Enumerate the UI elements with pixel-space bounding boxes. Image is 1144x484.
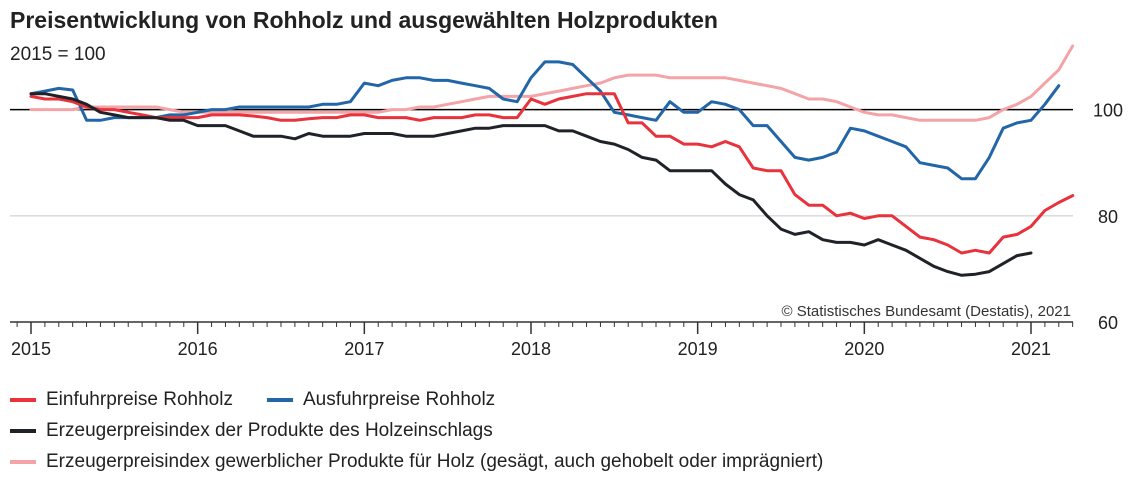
legend: Einfuhrpreise Rohholz Ausfuhrpreise Rohh… (10, 384, 857, 477)
x-tick-label: 2020 (844, 339, 884, 359)
series-line-ausfuhr (29, 60, 1061, 181)
source-note: © Statistisches Bundesamt (Destatis), 20… (781, 303, 1071, 320)
x-axis: 2015 2016 2017 2018 2019 2020 2021 (10, 321, 1074, 359)
legend-label-holz: Erzeugerpreisindex gewerblicher Produkte… (46, 450, 824, 472)
x-tick-label: 2019 (678, 339, 718, 359)
y-tick-label: 100 (1093, 101, 1123, 121)
line-chart: 2015 2016 2017 2018 2019 2020 2021 60 80 100 © S… (10, 44, 1123, 359)
legend-swatch-holzeinschlag (10, 428, 36, 433)
legend-swatch-einfuhr (10, 397, 36, 402)
x-tick-label: 2015 (11, 339, 51, 359)
y-tick-label: 80 (1098, 207, 1118, 227)
legend-item-einfuhr: Einfuhrpreise Rohholz (10, 389, 233, 411)
legend-label-einfuhr: Einfuhrpreise Rohholz (46, 388, 233, 410)
series-lines (29, 44, 1075, 277)
legend-item-ausfuhr: Ausfuhrpreise Rohholz (266, 388, 496, 411)
legend-swatch-ausfuhr (266, 397, 293, 402)
y-tick-label: 60 (1098, 313, 1118, 333)
legend-swatch-holz (10, 459, 36, 464)
legend-label-holzeinschlag: Erzeugerpreisindex der Produkte des Holz… (46, 419, 493, 441)
chart-title: Preisentwicklung von Rohholz und ausgewä… (10, 7, 718, 33)
chart-subtitle: 2015 = 100 (10, 44, 106, 65)
legend-item-holz: Erzeugerpreisindex gewerblicher Produkte… (10, 451, 823, 473)
y-axis-labels: 60 80 100 (1093, 101, 1123, 333)
legend-item-holzeinschlag: Erzeugerpreisindex der Produkte des Holz… (10, 420, 493, 442)
series-line-einfuhr (29, 92, 1075, 255)
series-line-erzeuger_holzeinschlag (29, 92, 1033, 277)
x-tick-label: 2021 (1011, 339, 1051, 359)
x-tick-label: 2018 (511, 339, 551, 359)
x-tick-label: 2017 (344, 339, 384, 359)
legend-label-ausfuhr: Ausfuhrpreise Rohholz (302, 388, 496, 410)
x-tick-label: 2016 (178, 339, 218, 359)
